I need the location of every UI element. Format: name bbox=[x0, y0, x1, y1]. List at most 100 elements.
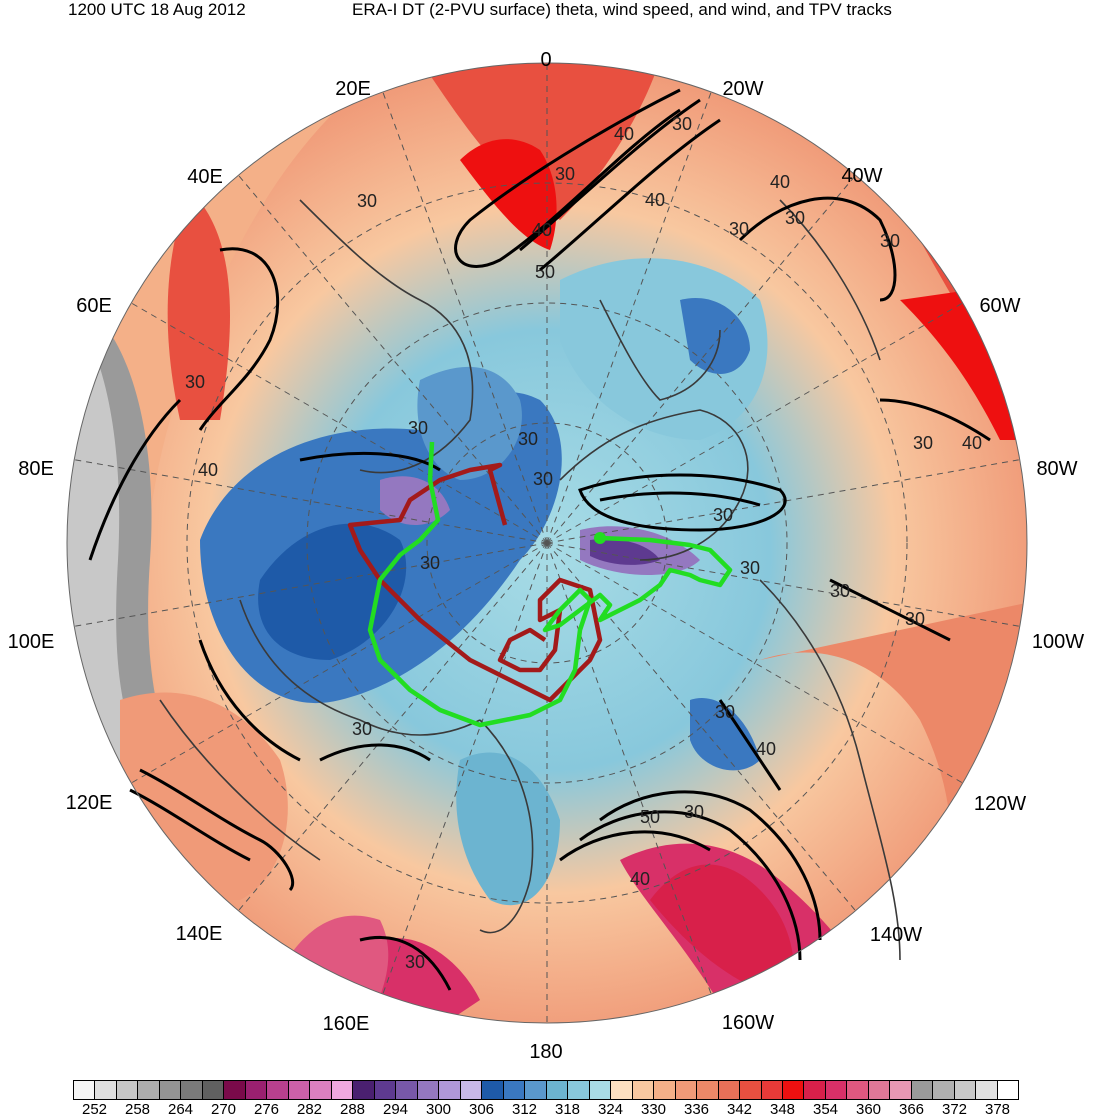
contour-label: 30 bbox=[880, 231, 900, 251]
lon-label-160w: 160W bbox=[722, 1012, 774, 1034]
longitude-labels: 0 20W 40W 60W 80W 100W 120W 140W 160W 18… bbox=[8, 49, 1085, 1063]
colorbar-label: 306 bbox=[468, 1101, 495, 1118]
contour-label: 40 bbox=[614, 124, 634, 144]
lon-label-40e: 40E bbox=[187, 166, 223, 188]
meridian-line bbox=[546, 542, 963, 784]
lon-label-100w: 100W bbox=[1032, 631, 1084, 653]
meridian-line bbox=[546, 302, 963, 544]
contour-label: 30 bbox=[830, 581, 850, 601]
colorbar-cell bbox=[396, 1081, 418, 1099]
colorbar-cell bbox=[890, 1081, 912, 1099]
contour-labels: 30 40 50 30 40 30 30 40 30 40 30 30 30 3… bbox=[185, 114, 982, 972]
contour-label: 40 bbox=[532, 220, 552, 240]
colorbar-label: 324 bbox=[597, 1101, 624, 1118]
tpv-tracks bbox=[347, 441, 733, 728]
colorbar bbox=[73, 1080, 1019, 1100]
colorbar-cell bbox=[632, 1081, 655, 1099]
colorbar-cell bbox=[911, 1081, 934, 1099]
colorbar-cell bbox=[718, 1081, 741, 1099]
colorbar-cell bbox=[417, 1081, 440, 1099]
meridian-line bbox=[546, 174, 856, 544]
colorbar-cell bbox=[267, 1081, 289, 1099]
lon-label-160e: 160E bbox=[323, 1013, 370, 1035]
lon-label-140e: 140E bbox=[176, 923, 223, 945]
colorbar-cell bbox=[868, 1081, 891, 1099]
colorbar-cell bbox=[74, 1081, 96, 1099]
colorbar-cell bbox=[976, 1081, 998, 1099]
colorbar-label: 378 bbox=[984, 1101, 1011, 1118]
meridian-line bbox=[382, 91, 548, 544]
colorbar-label: 366 bbox=[898, 1101, 925, 1118]
graticule bbox=[74, 63, 1020, 1023]
colorbar-cell bbox=[503, 1081, 526, 1099]
lon-label-0: 0 bbox=[540, 49, 551, 71]
contour-label: 30 bbox=[555, 164, 575, 184]
contour-label: 30 bbox=[684, 802, 704, 822]
colorbar-label: 342 bbox=[726, 1101, 753, 1118]
contour-label: 50 bbox=[640, 807, 660, 827]
colorbar-cell bbox=[847, 1081, 869, 1099]
colorbar-cell bbox=[95, 1081, 117, 1099]
lon-label-180: 180 bbox=[529, 1041, 562, 1063]
colorbar-cell bbox=[997, 1081, 1019, 1099]
meridian-line bbox=[238, 542, 548, 912]
contour-label: 40 bbox=[756, 739, 776, 759]
lon-label-60e: 60E bbox=[76, 295, 112, 317]
meridian-line bbox=[546, 91, 712, 544]
colorbar-label: 258 bbox=[124, 1101, 151, 1118]
coastlines bbox=[159, 199, 901, 961]
contour-label: 40 bbox=[645, 190, 665, 210]
colorbar-label: 336 bbox=[683, 1101, 710, 1118]
colorbar-cell bbox=[353, 1081, 375, 1099]
contour-label: 30 bbox=[405, 952, 425, 972]
colorbar-cell bbox=[933, 1081, 955, 1099]
contour-label: 30 bbox=[905, 609, 925, 629]
contour-label: 30 bbox=[352, 719, 372, 739]
colorbar-cell bbox=[954, 1081, 977, 1099]
colorbar-cell bbox=[675, 1081, 698, 1099]
colorbar-cell bbox=[611, 1081, 633, 1099]
meridian-line bbox=[546, 542, 856, 912]
colorbar-cell bbox=[331, 1081, 354, 1099]
contour-label: 30 bbox=[185, 372, 205, 392]
colorbar-cell bbox=[116, 1081, 139, 1099]
contour-label: 30 bbox=[357, 191, 377, 211]
meridian-line bbox=[546, 542, 712, 995]
contour-label: 30 bbox=[420, 553, 440, 573]
colorbar-cell bbox=[525, 1081, 547, 1099]
colorbar-cell bbox=[310, 1081, 332, 1099]
colorbar-cell bbox=[761, 1081, 783, 1099]
colorbar-label: 330 bbox=[640, 1101, 667, 1118]
colorbar-cell bbox=[138, 1081, 160, 1099]
colorbar-cell bbox=[804, 1081, 826, 1099]
contour-label: 30 bbox=[715, 702, 735, 722]
colorbar-labels: 252 258 264 270 276 282 288 294 300 306 312 318 324 3… bbox=[73, 1101, 1019, 1119]
lon-label-80w: 80W bbox=[1036, 458, 1077, 480]
colorbar-cell bbox=[288, 1081, 311, 1099]
colorbar-label: 354 bbox=[812, 1101, 839, 1118]
map-time-label: 1200 UTC 18 Aug 2012 bbox=[68, 0, 246, 19]
lon-label-20e: 20E bbox=[335, 78, 371, 100]
meridian-line bbox=[74, 459, 548, 544]
contour-label: 30 bbox=[785, 208, 805, 228]
contour-label: 40 bbox=[630, 869, 650, 889]
meridian-line bbox=[382, 542, 548, 995]
colorbar-cell bbox=[374, 1081, 397, 1099]
colorbar-cell bbox=[568, 1081, 590, 1099]
colorbar-cell bbox=[439, 1081, 461, 1099]
wind-speed-contours bbox=[88, 88, 991, 991]
colorbar-label: 312 bbox=[511, 1101, 538, 1118]
meridian-line bbox=[131, 302, 548, 544]
colorbar-label: 264 bbox=[167, 1101, 194, 1118]
colorbar-label: 252 bbox=[81, 1101, 108, 1118]
lon-label-120e: 120E bbox=[66, 792, 113, 814]
contour-label: 30 bbox=[713, 505, 733, 525]
colorbar-cell bbox=[460, 1081, 483, 1099]
colorbar-cell bbox=[740, 1081, 762, 1099]
contour-label: 30 bbox=[518, 429, 538, 449]
colorbar-label: 288 bbox=[339, 1101, 366, 1118]
contour-label: 30 bbox=[672, 114, 692, 134]
lon-label-100e: 100E bbox=[8, 631, 55, 653]
contour-label: 30 bbox=[740, 558, 760, 578]
lon-label-80e: 80E bbox=[18, 458, 54, 480]
